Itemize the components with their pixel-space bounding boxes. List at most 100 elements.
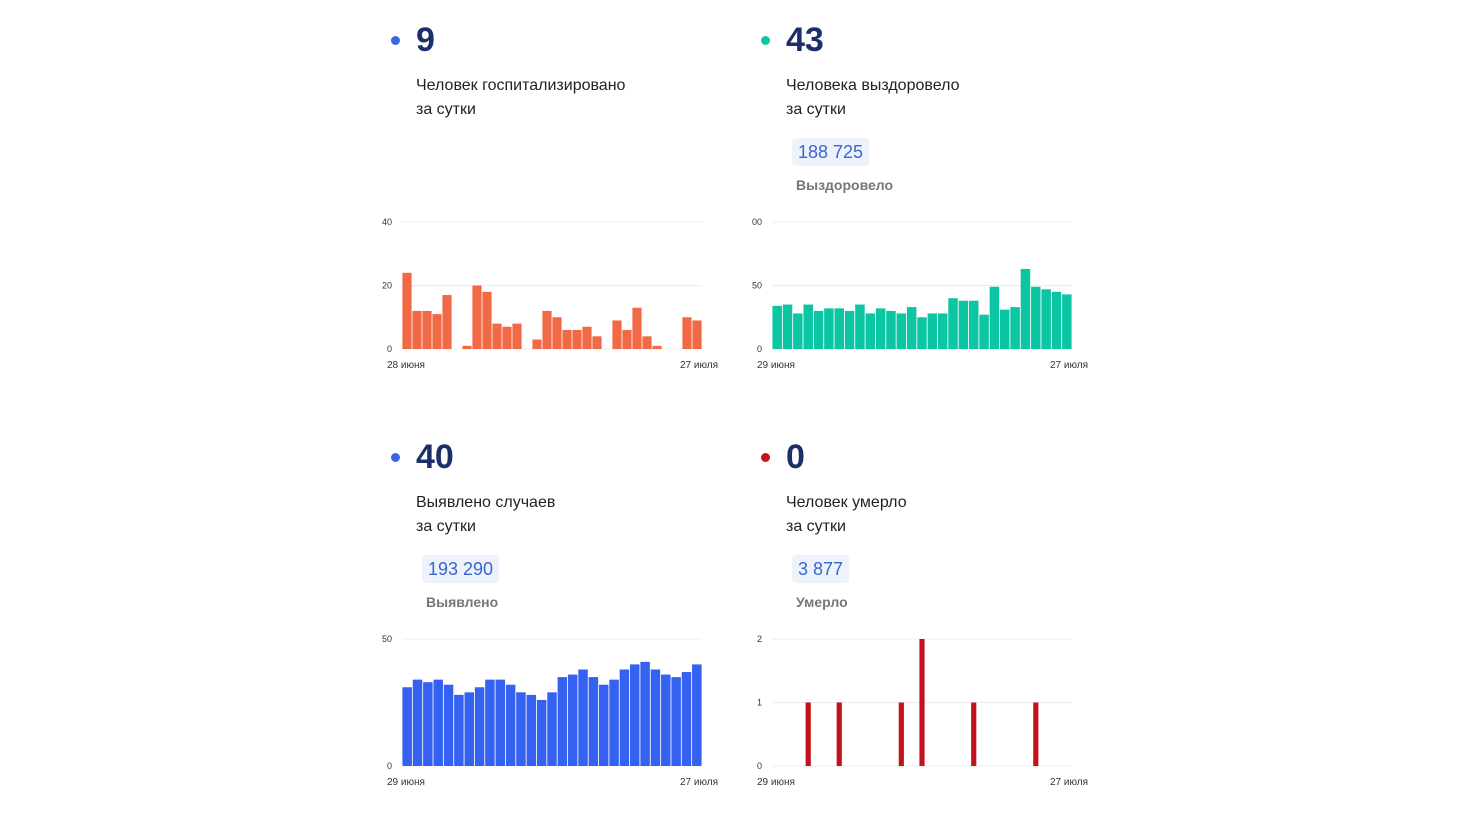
bar [898,702,904,766]
bar [1033,702,1039,766]
bar [474,687,485,766]
dot-icon [391,36,400,45]
bar [1020,268,1031,349]
bar [492,323,502,349]
x-end-label: 27 июля [680,360,718,371]
bar [588,677,599,766]
bar [948,298,958,349]
x-start-label: 29 июня [387,777,425,788]
bar [682,317,692,349]
bar [454,694,464,766]
bar [472,285,482,349]
bar [485,679,495,766]
bar [432,314,442,349]
bar [505,684,516,766]
bar [422,310,432,349]
bar [612,320,622,349]
bar [1041,289,1051,349]
bar [968,300,979,349]
card-hospitalized: 9 Человек госпитализировано за сутки 0 20… [382,4,722,404]
cases-bar-chart: 0 50 29 июня 27 июля [382,634,718,788]
deaths-bar-chart: 0 1 2 29 июня 27 июля [757,634,1088,788]
bar [640,661,650,766]
x-end-label: 27 июля [1050,777,1088,788]
y-tick-label: 100 [752,217,762,227]
bar [443,684,454,766]
recovered-total: 188 725 [792,138,870,166]
bar [875,308,886,349]
bar [692,664,702,766]
cases-chart: 0 50 29 июня 27 июля [382,626,722,801]
bar [536,699,547,766]
y-tick-label: 2 [757,634,762,644]
hospitalized-count: 9 [416,21,435,59]
bar [442,295,452,349]
hospitalized-description: Человек госпитализировано за сутки [416,77,626,118]
bar [526,694,537,766]
bar [824,308,834,349]
bar [562,329,572,349]
dot-icon [761,453,770,462]
bar [805,702,811,766]
bar [433,679,443,766]
bar [836,702,842,766]
dot-icon [761,36,770,45]
bar [412,679,423,766]
bar [495,679,506,766]
bar [582,326,592,349]
bar [1031,286,1041,349]
y-tick-label: 0 [387,761,392,771]
bar [681,672,692,766]
bar [650,669,661,766]
bar [917,317,927,349]
bar [937,313,948,349]
bar [1051,291,1062,349]
bar [567,674,578,766]
bar [906,307,917,349]
y-tick-label: 0 [757,344,762,354]
bar [671,677,681,766]
x-end-label: 27 июля [1050,360,1088,371]
x-start-label: 29 июня [757,777,795,788]
bar [1010,307,1020,349]
card-recovered: 43 Человека выздоровело за сутки 188 725… [747,4,1092,404]
bar [516,692,526,766]
x-end-label: 27 июля [680,777,718,788]
recovered-bar-chart: 0 50 100 29 июня 27 июля [747,217,1088,371]
bar [772,305,782,349]
bar [813,310,824,349]
bar [896,313,907,349]
bar [557,677,568,766]
y-tick-label: 50 [382,634,392,644]
bar [793,313,803,349]
bar [423,682,433,766]
deaths-total: 3 877 [792,555,850,583]
bar [592,336,602,349]
y-tick-label: 20 [382,281,392,291]
cases-count: 40 [416,438,454,476]
bar [919,639,925,766]
bar [632,307,642,349]
recovered-chart: 0 50 100 29 июня 27 июля [747,209,1092,384]
bar [1000,309,1010,349]
deaths-description: Человек умерло за сутки [786,494,907,535]
bar [692,320,702,349]
y-tick-label: 40 [382,217,392,227]
bar [865,313,876,349]
bar [642,336,652,349]
bar [609,679,619,766]
bar [927,313,938,349]
recovered-total-label: Выздоровело [796,177,894,193]
y-tick-label: 50 [752,281,762,291]
bar [803,304,813,349]
bar [652,345,662,349]
bar [886,310,896,349]
bar [598,684,609,766]
recovered-count: 43 [786,21,824,59]
recovered-description: Человека выздоровело за сутки [786,77,960,118]
bar [572,329,582,349]
y-tick-label: 0 [757,761,762,771]
cases-total-label: Выявлено [426,594,499,610]
bar [834,308,844,349]
bar [1062,294,1072,349]
